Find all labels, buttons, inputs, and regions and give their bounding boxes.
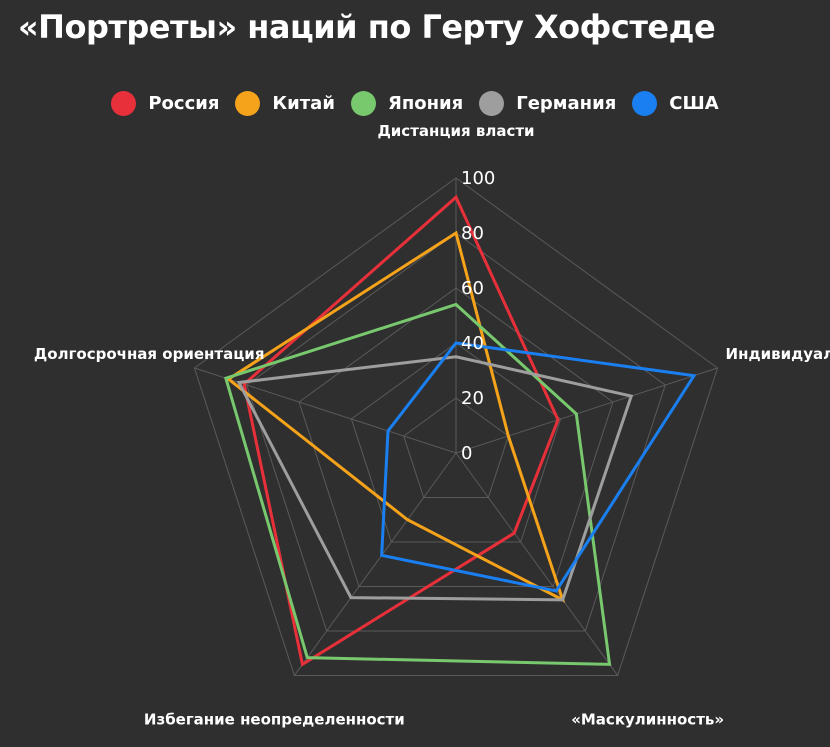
legend-label: Россия: [148, 93, 220, 114]
chart-title: «Портреты» наций по Герту Хофстеде: [18, 8, 716, 46]
series-layer: [223, 194, 697, 667]
grid: [193, 177, 719, 676]
series-line: [225, 230, 566, 603]
grid-ring: [403, 397, 509, 498]
series-line: [223, 302, 612, 666]
axis-labels: Дистанция власти Индивидуализм «Маскулинно…: [34, 122, 830, 728]
tick-labels: 0 20 40 60 80 100: [461, 168, 495, 464]
tick-label: 60: [461, 278, 484, 299]
grid-spoke: [455, 452, 619, 676]
legend-label: Китай: [272, 93, 335, 114]
legend-item[interactable]: США: [632, 91, 719, 116]
axis-label: Дистанция власти: [377, 122, 534, 140]
series-line: [380, 341, 697, 593]
legend-swatch: [479, 91, 505, 116]
tick-label: 20: [461, 388, 484, 409]
legend-item[interactable]: Россия: [111, 91, 219, 116]
legend-label: Германия: [516, 93, 617, 114]
legend-label: Япония: [387, 93, 464, 114]
legend-item[interactable]: Китай: [235, 91, 335, 116]
series-line: [236, 355, 634, 602]
axis-label: Избегание неопределенности: [144, 710, 405, 728]
legend-label: США: [669, 93, 719, 114]
axis-label: «Маскулинность»: [571, 710, 724, 728]
tick-label: 100: [461, 168, 495, 189]
legend-item[interactable]: Япония: [350, 91, 464, 116]
legend-swatch: [632, 91, 658, 116]
legend-swatch: [111, 91, 137, 116]
tick-label: 0: [461, 443, 472, 464]
legend-item[interactable]: Германия: [479, 91, 616, 116]
legend-swatch: [235, 91, 261, 116]
legend: Россия Китай Япония Германия США: [0, 91, 830, 116]
grid-spoke: [455, 367, 718, 454]
grid-spoke: [194, 367, 457, 454]
tick-label: 80: [461, 223, 484, 244]
axis-label: Индивидуализм: [726, 345, 830, 363]
axis-label: Долгосрочная ориентация: [34, 345, 265, 363]
grid-ring: [193, 177, 719, 676]
legend-swatch: [350, 91, 376, 116]
tick-label: 40: [461, 333, 484, 354]
grid-spoke: [293, 452, 457, 676]
grid-ring: [298, 287, 614, 587]
grid-ring: [350, 342, 562, 543]
